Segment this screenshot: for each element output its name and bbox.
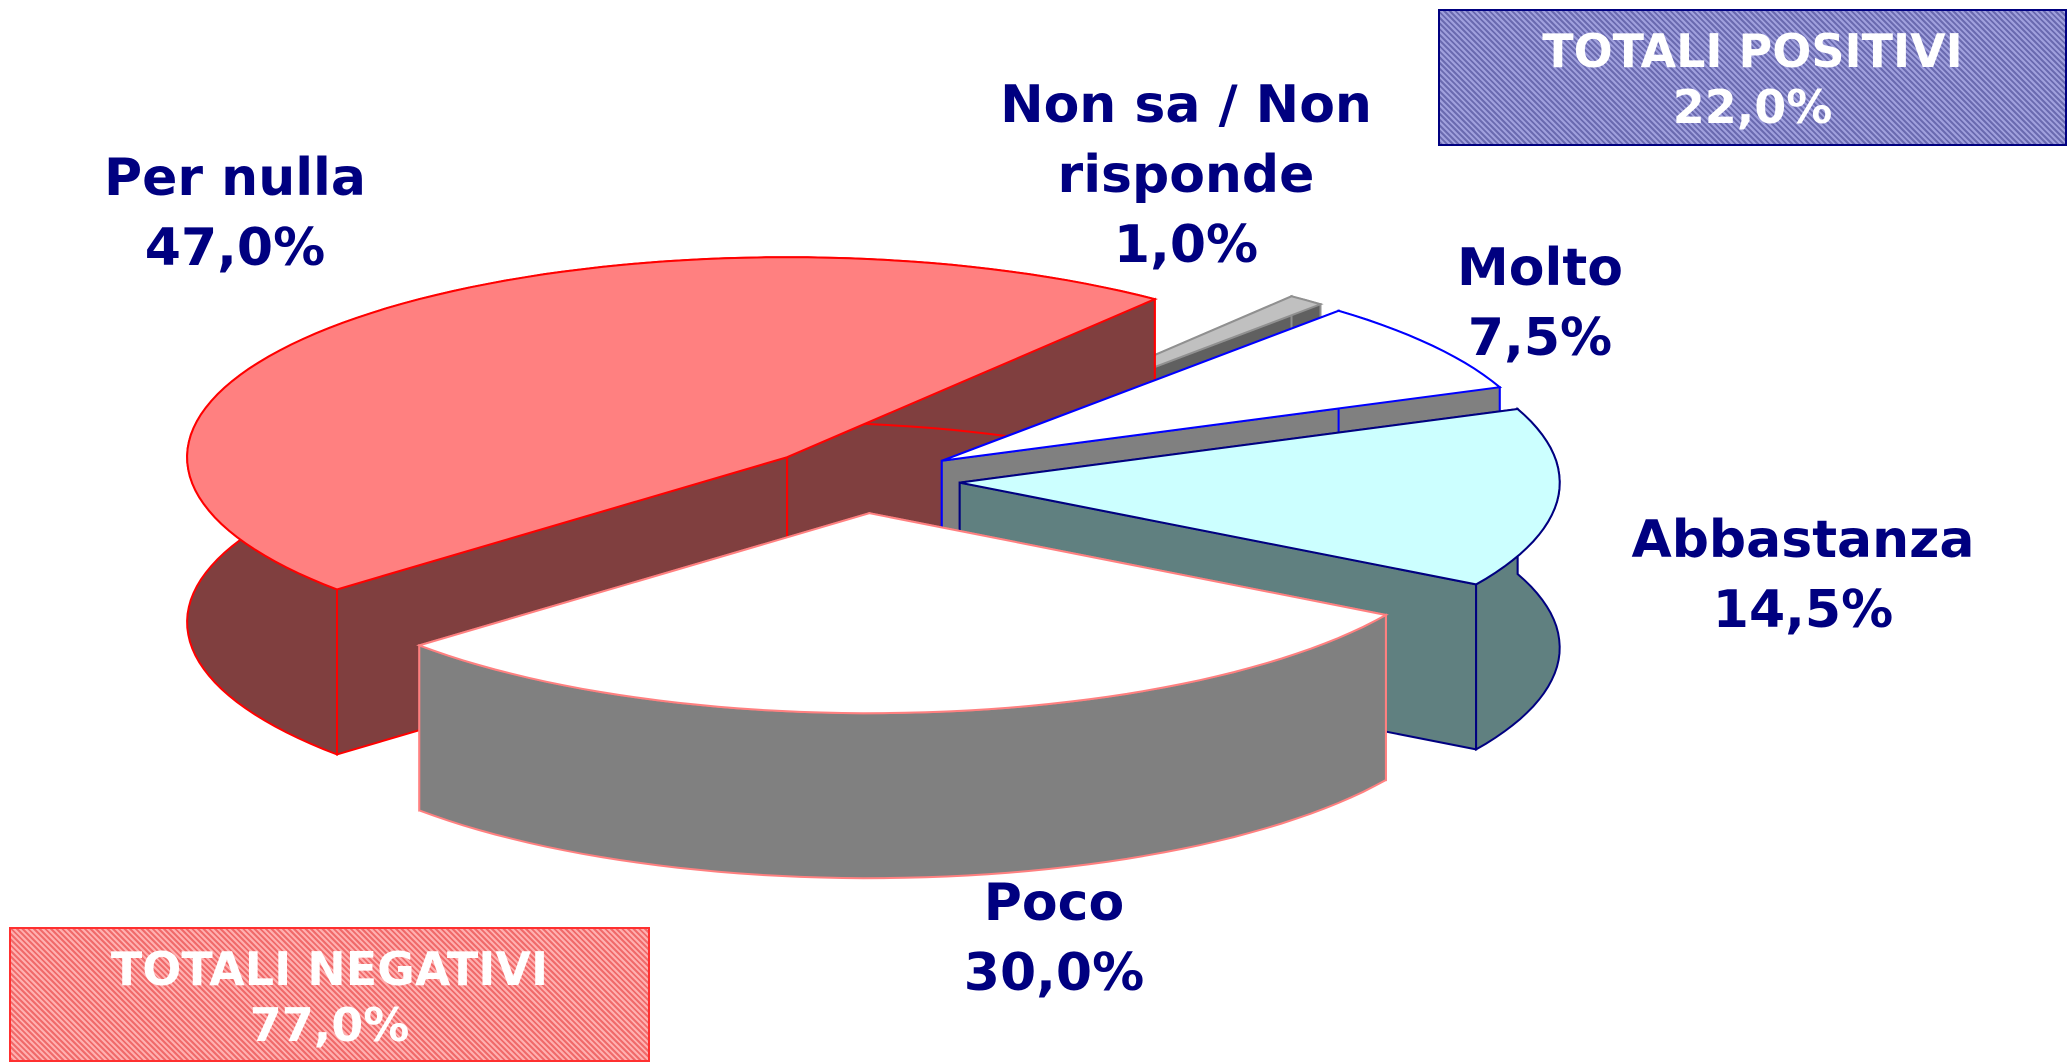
slice-label: Molto 7,5%	[1310, 233, 1770, 373]
slice-top	[416, 512, 1389, 715]
slice-label: Non sa / Non risponde 1,0%	[956, 70, 1416, 280]
value-label: 30,0%	[963, 943, 1145, 1003]
slice-top	[186, 256, 1158, 591]
value-label: 14,5%	[1712, 580, 1894, 640]
negative-total-box: TOTALI NEGATIVI 77,0%	[9, 927, 650, 1062]
positive-total-box: TOTALI POSITIVI 22,0%	[1438, 9, 2067, 146]
category-label: Poco	[983, 873, 1125, 933]
box-value: 22,0%	[1672, 80, 1833, 134]
slice-label: Per nulla 47,0%	[5, 143, 465, 283]
category-label: Abbastanza	[1631, 510, 1975, 570]
value-label: 1,0%	[1113, 215, 1259, 275]
slice	[416, 511, 1389, 880]
box-title: TOTALI POSITIVI	[1542, 24, 1963, 78]
category-label: Molto	[1457, 238, 1623, 298]
slice-top	[941, 309, 1503, 462]
slice-label: Poco 30,0%	[824, 868, 1284, 1008]
category-label: Non sa / Non risponde	[1000, 75, 1372, 205]
box-value: 77,0%	[249, 998, 410, 1052]
value-label: 47,0%	[144, 218, 326, 278]
value-label: 7,5%	[1467, 308, 1613, 368]
category-label: Per nulla	[104, 148, 366, 208]
box-title: TOTALI NEGATIVI	[110, 942, 549, 996]
slice-label: Abbastanza 14,5%	[1573, 505, 2033, 645]
slice-top	[959, 407, 1561, 586]
